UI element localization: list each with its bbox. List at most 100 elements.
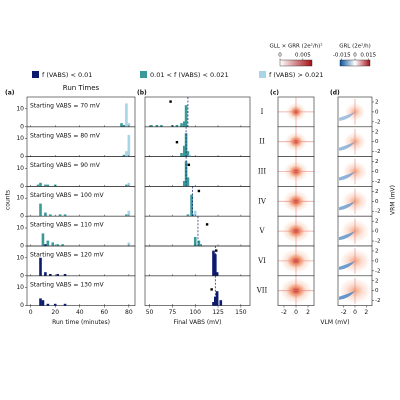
bar	[186, 177, 190, 187]
annotation: Starting VABS = 130 mV	[30, 281, 105, 288]
bar	[127, 210, 131, 217]
x-axis-label: VLM (mV)	[320, 319, 349, 326]
heatmap-lobe	[339, 111, 355, 121]
y-tick-label: -2	[375, 239, 380, 245]
bar	[125, 214, 128, 217]
bar	[215, 272, 219, 276]
panel-frame	[277, 275, 315, 306]
x-tick-label: 60	[100, 309, 108, 316]
colorbar-tick-label: 0.005	[295, 53, 311, 59]
x-tick-label: 50	[146, 309, 154, 316]
panel-frame	[144, 275, 251, 306]
colorbar	[339, 59, 371, 67]
panel-frame	[26, 126, 136, 157]
panel-frame	[144, 156, 251, 187]
annotation: Starting VABS = 90 mV	[30, 162, 101, 169]
x-axis-label: Final VABS (mV)	[174, 319, 222, 326]
y-tick-label: 0	[375, 199, 379, 205]
bar	[155, 125, 159, 127]
y-tick-label: 2	[375, 219, 379, 225]
x-tick-label: 75	[169, 309, 177, 316]
panel-frame	[26, 96, 136, 128]
heatmap-lobe	[339, 201, 355, 211]
marker	[210, 288, 213, 291]
y-tick-label: 0	[20, 123, 24, 130]
y-tick-label: 2	[375, 159, 379, 165]
panel-frame	[26, 186, 136, 217]
bar	[193, 237, 197, 246]
panel-frame	[144, 96, 251, 128]
bar	[186, 214, 190, 217]
heatmap-lobe	[339, 171, 355, 181]
y-tick-label: -2	[375, 298, 380, 304]
bar	[63, 274, 67, 276]
bar	[182, 181, 186, 187]
y-tick-label: 0	[375, 169, 379, 175]
colorbar-tick-label: 0.015	[360, 53, 376, 59]
bar	[58, 214, 62, 217]
y-axis-label: counts	[5, 190, 12, 210]
y-tick-label: 0	[375, 109, 379, 115]
bar	[51, 242, 55, 246]
heatmap-lobe	[339, 290, 355, 300]
y-tick-label: 10	[16, 105, 24, 112]
x-tick-label: 2	[364, 309, 368, 316]
x-tick-label: 20	[51, 309, 59, 316]
y-tick-label: 10	[16, 135, 24, 142]
bar	[63, 303, 67, 306]
bar	[215, 291, 219, 306]
y-tick-label: 0	[20, 243, 24, 250]
marker	[169, 100, 172, 103]
bar	[44, 272, 47, 276]
annotation: Starting VABS = 70 mV	[30, 103, 101, 110]
x-tick-label: 0	[294, 309, 298, 316]
x-tick-label: 80	[125, 309, 133, 316]
legend-label: f (VABS) > 0.021	[269, 71, 324, 79]
bar	[199, 244, 202, 246]
x-tick-label: 100	[189, 309, 201, 316]
bar	[186, 151, 190, 157]
y-tick-label: 2	[375, 99, 379, 105]
annotation: Starting VABS = 80 mV	[30, 132, 101, 139]
marker	[197, 189, 201, 193]
y-tick-label: 10	[16, 225, 24, 232]
y-tick-label: -2	[375, 179, 380, 185]
panel-label: (a)	[5, 90, 15, 97]
y-tick-label: 10	[16, 195, 24, 202]
panel-title: Run Times	[63, 84, 100, 92]
marker	[187, 163, 191, 166]
x-tick-label: 150	[235, 309, 247, 316]
bar	[150, 125, 153, 127]
legend-label: 0.01 < f (VABS) < 0.021	[150, 71, 229, 79]
y-tick-label: 0	[20, 213, 24, 220]
bar	[36, 184, 40, 187]
y-tick-label: 0	[20, 183, 24, 190]
panel-label: (b)	[137, 90, 147, 97]
bar	[44, 184, 47, 187]
bar	[49, 274, 52, 276]
bar	[46, 303, 50, 306]
bar	[63, 214, 67, 217]
panel-frame	[144, 245, 251, 277]
x-tick-label: 0	[29, 309, 33, 316]
panel-frame	[26, 156, 136, 187]
panel-frame	[144, 186, 251, 217]
y-tick-label: -2	[375, 119, 380, 125]
marker	[205, 223, 209, 226]
y-tick-label: 0	[375, 288, 379, 294]
bar	[127, 123, 131, 127]
bar	[122, 154, 126, 157]
bar	[61, 244, 64, 246]
y-tick-label: -2	[375, 149, 380, 155]
y-tick-label: -2	[375, 268, 380, 274]
row-label: I	[261, 108, 264, 116]
colorbar	[279, 59, 313, 67]
bar	[41, 300, 45, 306]
bar	[184, 105, 188, 127]
bar	[180, 123, 183, 127]
legend-swatch	[259, 71, 266, 78]
annotation: Starting VABS = 100 mV	[30, 192, 105, 199]
marker	[215, 249, 218, 252]
row-label: V	[258, 227, 265, 235]
